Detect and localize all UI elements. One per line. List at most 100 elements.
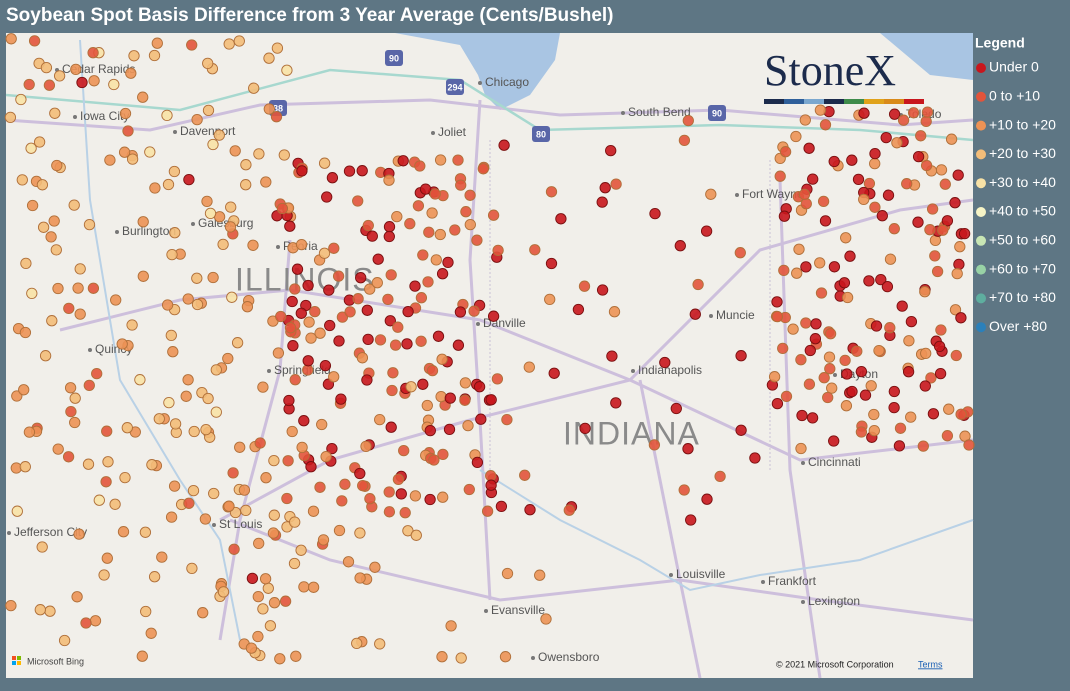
station-dot [271,42,284,54]
station-dot [65,405,77,418]
title: Soybean Spot Basis Difference from 3 Yea… [6,5,614,26]
station-dot [290,650,302,662]
station-dot [822,391,834,404]
station-dot [119,471,131,484]
station-dot [392,321,404,333]
station-dot [360,440,372,453]
station-dot [954,241,966,253]
station-dot [109,498,121,510]
station-dot [383,221,396,233]
terms-link[interactable]: Terms [918,659,943,669]
station-dot [430,254,442,266]
station-dot [415,335,427,347]
station-dot [818,372,830,384]
station-dot [80,617,92,629]
station-dot [63,302,75,315]
station-dot [498,139,510,151]
highway-shield [532,126,550,142]
station-dot [924,224,936,236]
station-dot [863,275,875,287]
ms-logo [12,661,16,665]
station-dot [485,479,497,491]
station-dot [443,423,456,436]
station-dot [302,355,314,367]
station-dot [810,318,822,330]
station-dot [935,324,947,336]
station-dot [259,573,272,585]
station-dot [268,454,280,467]
station-dot [795,354,807,366]
station-dot [919,380,931,392]
station-dot [19,326,32,339]
place-marker [761,580,765,584]
station-dot [354,527,366,539]
station-dot [168,165,181,178]
place-label: Louisville [676,567,726,581]
station-dot [72,282,84,294]
station-dot [462,419,474,432]
station-dot [803,142,815,154]
station-dot [50,244,62,256]
station-dot [333,524,346,537]
station-dot [423,226,435,238]
station-dot [305,332,317,344]
station-dot [471,456,484,469]
station-dot [207,138,219,151]
state-border [489,140,771,480]
logo-bar [784,99,804,104]
station-dot [839,354,851,367]
station-dot [53,70,66,82]
station-dot [303,316,315,328]
station-dot [364,283,376,295]
station-dot [485,394,497,406]
station-dot [274,653,286,665]
station-dot [949,197,961,209]
place-label: Iowa City [80,109,129,123]
station-dot [870,320,883,332]
station-dot [771,310,784,323]
station-dot [905,411,917,423]
station-dot [578,280,591,292]
station-dot [779,146,792,158]
station-dot [224,221,237,233]
place-label: Indianapolis [638,363,702,377]
station-dot [941,215,954,227]
station-dot [814,104,827,116]
station-dot [487,310,500,322]
legend-label: +10 to +20 [989,116,1056,132]
station-dot [397,155,409,167]
station-dot [929,250,941,262]
station-dot [137,270,149,282]
station-dot [336,311,349,323]
station-dot [151,37,163,49]
station-dot [869,201,881,213]
station-dot [523,361,535,373]
ms-logo [12,656,16,660]
station-dot [110,294,122,306]
station-dot [387,367,399,379]
station-dot [278,149,290,161]
station-dot [398,444,410,457]
station-dot [927,408,940,420]
place-marker [276,245,280,249]
station-dot [19,461,31,473]
place-label: Galesburg [198,216,253,230]
station-dot [945,133,958,145]
station-dot [335,393,347,405]
station-dot [317,534,330,546]
station-dot [475,413,487,425]
station-dot [44,605,56,617]
station-dot [429,188,441,200]
station-dot [884,253,897,265]
ms-logo [17,656,21,660]
station-dot [931,265,944,278]
highway-number: 80 [536,129,546,139]
station-dot [389,339,402,351]
station-dot [252,590,264,603]
station-dot [487,209,500,221]
station-dot [344,306,356,318]
station-dot [798,188,811,201]
logo-text: StoneX [764,46,896,95]
station-dot [43,79,56,91]
station-dot [241,301,254,313]
